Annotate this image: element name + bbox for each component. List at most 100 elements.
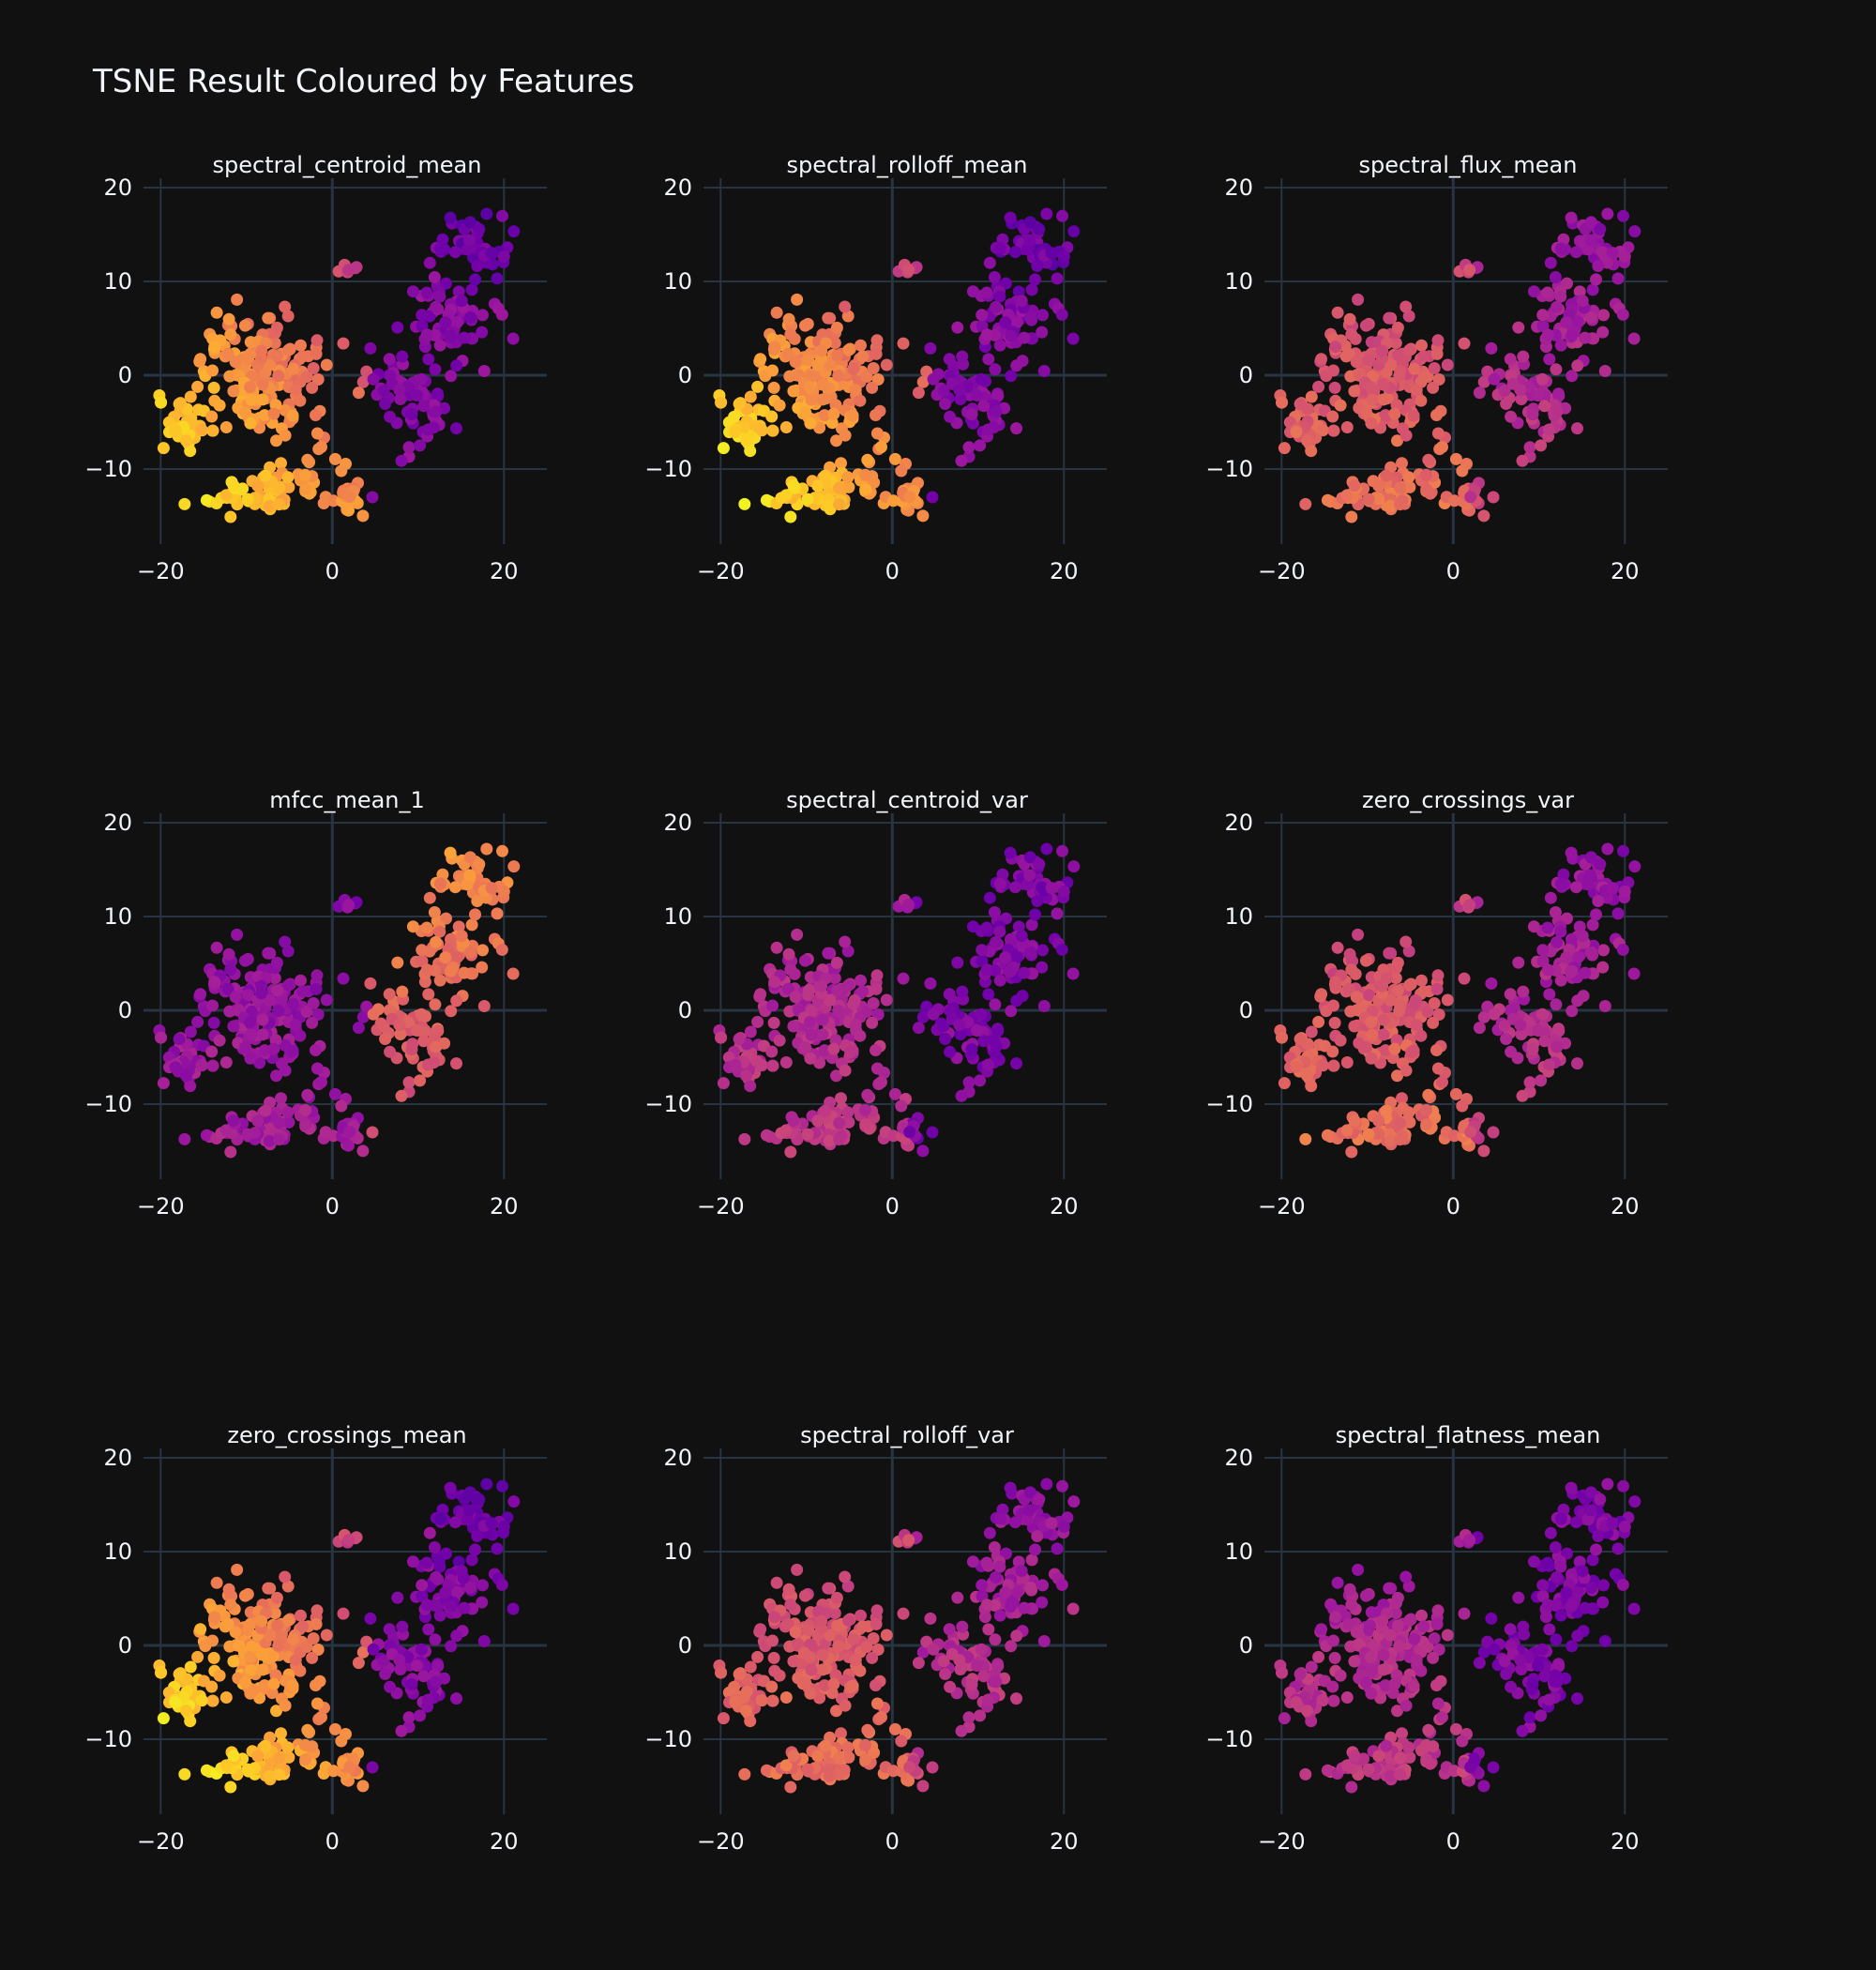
scatter-point — [263, 1134, 276, 1147]
scatter-point — [804, 1052, 817, 1065]
scatter-point — [740, 434, 752, 447]
scatter-point — [485, 882, 498, 895]
scatter-point — [1331, 941, 1344, 954]
scatter-point — [867, 1632, 880, 1644]
scatter-point — [315, 441, 327, 453]
scatter-point — [1584, 216, 1597, 229]
scatter-point — [976, 944, 989, 957]
scatter-point — [816, 1013, 829, 1026]
scatter-point — [1399, 429, 1413, 442]
scatter-point — [1011, 315, 1023, 328]
scatter-point — [244, 1016, 256, 1029]
scatter-point — [1015, 295, 1028, 308]
scatter-point — [990, 300, 1003, 313]
scatter-point — [379, 1668, 392, 1680]
scatter-point — [971, 1024, 983, 1037]
scatter-point — [191, 380, 204, 393]
scatter-point — [207, 381, 220, 394]
scatter-point — [779, 1056, 793, 1068]
scatter-point — [768, 976, 781, 989]
scatter-point — [1025, 1553, 1038, 1567]
scatter-point — [983, 891, 996, 904]
scatter-point — [1327, 1059, 1340, 1072]
scatter-point — [433, 242, 446, 255]
scatter-point — [1365, 417, 1378, 430]
scatter-point — [842, 1115, 855, 1129]
scatter-point — [1541, 328, 1554, 341]
scatter-point — [241, 1763, 254, 1776]
scatter-point — [818, 1679, 831, 1692]
scatter-point — [451, 315, 463, 328]
scatter-point — [173, 1033, 186, 1046]
y-tick-label: 10 — [1224, 1538, 1253, 1565]
scatter-point — [787, 1750, 800, 1763]
scatter-point — [1551, 300, 1564, 313]
scatter-point — [379, 1033, 392, 1045]
scatter-point — [1541, 921, 1554, 934]
scatter-point — [270, 956, 283, 969]
scatter-point — [1590, 273, 1602, 286]
scatter-point — [393, 1654, 406, 1667]
scatter-point — [1384, 1134, 1397, 1147]
scatter-point — [1305, 1080, 1318, 1093]
scatter-point — [1554, 242, 1567, 255]
scatter-point — [231, 1563, 244, 1576]
scatter-point — [927, 372, 940, 386]
scatter-point — [1569, 881, 1582, 894]
scatter-point — [287, 362, 300, 375]
scatter-point — [1008, 1516, 1021, 1529]
scatter-point — [281, 1741, 295, 1754]
scatter-point — [1436, 1711, 1448, 1723]
scatter-point — [854, 1029, 867, 1042]
scatter-point — [384, 1680, 397, 1693]
scatter-point — [270, 434, 282, 447]
scatter-point — [440, 1547, 452, 1560]
scatter-point — [1436, 441, 1448, 453]
scatter-point — [854, 1664, 867, 1677]
scatter-point — [779, 1691, 793, 1704]
scatter-point — [870, 1062, 884, 1075]
scatter-point — [1579, 331, 1592, 344]
scatter-point — [451, 1585, 463, 1599]
scatter-point — [195, 1693, 208, 1706]
scatter-point — [423, 1526, 436, 1539]
y-tick-label: 0 — [118, 1632, 132, 1659]
scatter-point — [1376, 979, 1389, 993]
scatter-point — [880, 1629, 893, 1642]
scatter-point — [300, 1641, 313, 1653]
scatter-point — [464, 946, 477, 959]
scatter-point — [444, 1481, 457, 1494]
scatter-point — [951, 956, 964, 969]
scatter-point — [1315, 988, 1328, 1001]
scatter-point — [1363, 1624, 1376, 1637]
scatter-point — [897, 972, 910, 985]
scatter-point — [1543, 988, 1556, 1001]
scatter-point — [830, 321, 843, 334]
scatter-point — [477, 1635, 491, 1647]
scatter-point — [849, 1654, 862, 1667]
scatter-point — [1576, 1565, 1589, 1578]
scatter-point — [1024, 311, 1036, 324]
scatter-point — [939, 1668, 952, 1680]
y-tick-label: 0 — [1239, 362, 1253, 388]
scatter-point — [833, 1133, 846, 1146]
scatter-point — [1432, 1644, 1445, 1656]
scatter-point — [328, 452, 341, 465]
scatter-point — [962, 1076, 976, 1089]
scatter-point — [155, 396, 167, 409]
scatter-point — [787, 479, 800, 492]
scatter-point — [210, 1576, 223, 1589]
scatter-point — [352, 1022, 365, 1035]
scatter-point — [1380, 1739, 1393, 1752]
scatter-point — [1571, 359, 1584, 372]
scatter-point — [1360, 1041, 1373, 1053]
scatter-point — [507, 225, 521, 238]
scatter-point — [846, 409, 859, 422]
scatter-point — [830, 1705, 842, 1718]
scatter-point — [880, 358, 893, 371]
scatter-point — [436, 233, 449, 246]
scatter-point — [430, 405, 443, 418]
scatter-point — [1327, 999, 1339, 1012]
scatter-point — [173, 1668, 186, 1681]
scatter-point — [977, 1035, 991, 1048]
